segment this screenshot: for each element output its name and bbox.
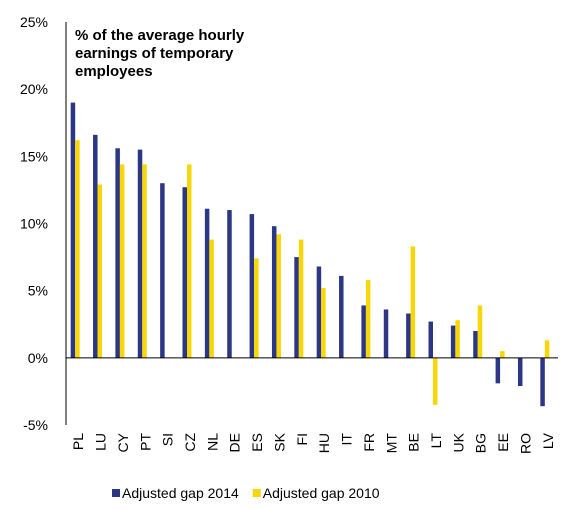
- bar: [182, 187, 187, 358]
- bar: [540, 357, 545, 407]
- y-tick-label: 10%: [20, 216, 48, 232]
- x-tick-label: HU: [316, 433, 332, 453]
- x-tick-label: BG: [473, 433, 489, 453]
- bar: [249, 214, 255, 358]
- bar: [93, 134, 98, 358]
- x-tick-label: IT: [339, 433, 355, 446]
- bar: [455, 320, 460, 358]
- y-tick-label: 5%: [28, 283, 48, 299]
- bar: [187, 164, 192, 358]
- x-tick-label: LU: [93, 433, 109, 451]
- bar: [383, 309, 389, 358]
- x-tick-label: PL: [70, 433, 86, 450]
- bar: [428, 321, 433, 358]
- bar: [321, 287, 326, 358]
- x-tick-label: NL: [204, 433, 220, 451]
- bar: [339, 275, 344, 358]
- bar: [115, 148, 120, 358]
- bar: [495, 357, 501, 384]
- y-tick-label: 25%: [20, 14, 48, 30]
- bar: [298, 239, 304, 358]
- legend-label: Adjusted gap 2014: [122, 485, 239, 501]
- bar: [450, 325, 456, 358]
- x-tick-label: MT: [383, 433, 399, 454]
- x-tick-label: LT: [428, 433, 444, 449]
- bar: [209, 239, 214, 358]
- x-tick-label: CY: [115, 432, 131, 452]
- y-tick-label: -5%: [23, 417, 48, 433]
- legend-label: Adjusted gap 2010: [263, 485, 380, 501]
- bar: [75, 140, 80, 358]
- bar: [517, 357, 523, 387]
- x-tick-label: DE: [227, 433, 243, 452]
- x-tick-label: CZ: [182, 433, 198, 452]
- x-tick-label: UK: [450, 432, 466, 452]
- x-tick-label: SI: [160, 433, 176, 446]
- x-tick-label: EE: [495, 433, 511, 452]
- bar: [544, 340, 550, 358]
- bar: [365, 279, 371, 358]
- legend-swatch: [112, 489, 120, 497]
- bar: [477, 305, 483, 358]
- bar: [137, 149, 143, 358]
- chart-title: % of the average hourly earnings of temp…: [75, 27, 245, 80]
- x-tick-label: BE: [406, 433, 422, 452]
- bar: [410, 246, 416, 358]
- bar: [254, 258, 259, 358]
- bar: [473, 330, 478, 358]
- bar: [294, 257, 299, 358]
- legend-swatch: [252, 489, 261, 497]
- y-tick-label: 15%: [20, 148, 48, 164]
- bar: [406, 313, 411, 358]
- x-tick-label: LV: [540, 432, 556, 449]
- bar: [361, 305, 366, 358]
- bar: [204, 208, 210, 358]
- bar: [142, 164, 147, 358]
- bar: [316, 266, 322, 358]
- x-tick-label: SK: [271, 432, 287, 451]
- bar: [160, 183, 165, 358]
- bar: [500, 351, 505, 358]
- y-tick-label: 20%: [20, 81, 48, 97]
- bar: [433, 357, 438, 405]
- x-tick-label: FI: [294, 433, 310, 445]
- x-tick-label: ES: [249, 433, 265, 452]
- bar: [70, 102, 76, 358]
- bar: [276, 234, 281, 358]
- y-tick-label: 0%: [28, 350, 48, 366]
- bar: [119, 164, 125, 358]
- x-tick-label: FR: [361, 433, 377, 452]
- x-tick-label: RO: [517, 433, 533, 454]
- bar: [97, 184, 103, 358]
- bar: [271, 226, 277, 358]
- bar: [227, 210, 232, 358]
- x-tick-label: PT: [137, 433, 153, 451]
